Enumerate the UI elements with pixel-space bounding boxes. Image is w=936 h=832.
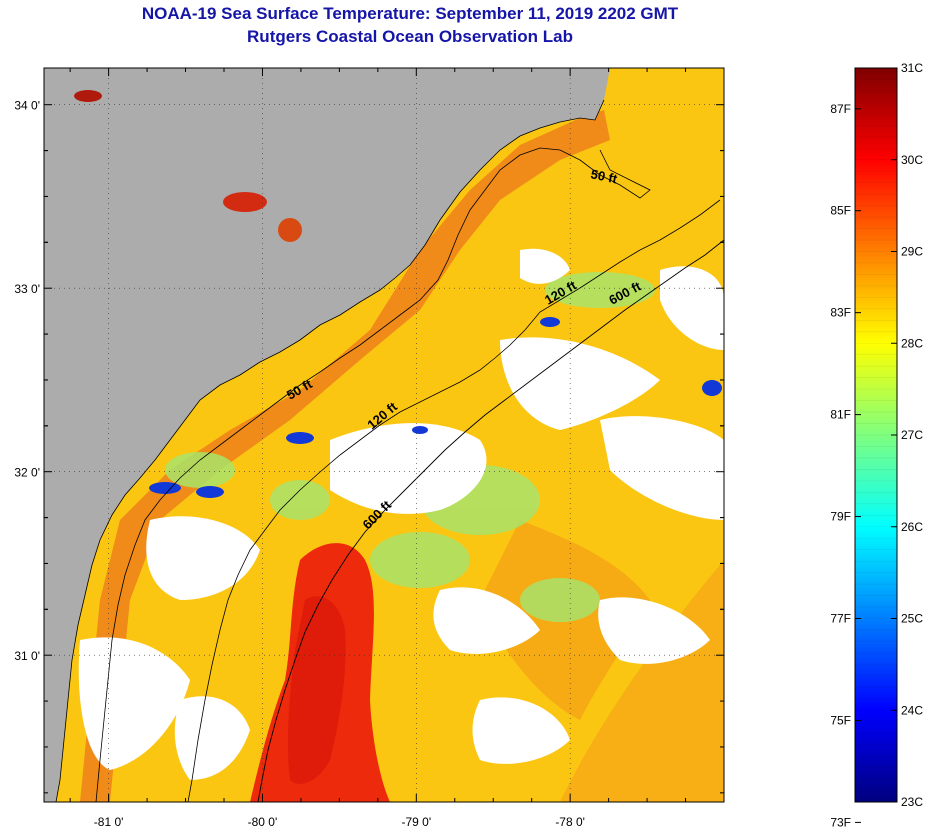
colorbar-celsius-label: 27C	[901, 428, 923, 442]
colorbar-fahrenheit-label: 75F	[830, 713, 851, 727]
isobath-600ft	[257, 239, 724, 802]
lon-tick-label: -80 0'	[248, 815, 278, 829]
map-subtitle: Rutgers Coastal Ocean Observation Lab	[247, 27, 573, 46]
isobath-120ft	[187, 199, 721, 802]
map-frame	[43, 67, 725, 803]
colorbar-fahrenheit-label: 83F	[830, 306, 851, 320]
lat-tick-label: 33 0'	[14, 282, 40, 296]
map-title: NOAA-19 Sea Surface Temperature: Septemb…	[141, 4, 679, 23]
cloud-mask	[78, 248, 724, 780]
isobath-label-50ft-northeast: 50 ft	[589, 166, 619, 186]
colorbar-celsius-label: 23C	[901, 795, 923, 809]
colorbar-fahrenheit-label: 87F	[830, 102, 851, 116]
lat-tick-label: 31 0'	[14, 649, 40, 663]
gulf-stream-hot-core-inner	[287, 596, 346, 784]
colorbar-celsius-label: 30C	[901, 153, 923, 167]
colorbar-celsius-label: 26C	[901, 520, 923, 534]
colorbar-fahrenheit-label: 81F	[830, 408, 851, 422]
inland-lakes	[74, 90, 302, 242]
coastal-cold-spots	[149, 317, 722, 498]
colorbar-fahrenheit-label: 77F	[830, 612, 851, 626]
colorbar-celsius-label: 28C	[901, 336, 923, 350]
colorbar-celsius-label: 31C	[901, 61, 923, 75]
colorbar-fahrenheit-label: 85F	[830, 204, 851, 218]
land-mass	[44, 68, 610, 802]
isobath-50ft	[95, 147, 651, 802]
map-plot-area	[44, 68, 724, 802]
colorbar-celsius-label: 25C	[901, 612, 923, 626]
lon-tick-label: -79 0'	[401, 815, 431, 829]
colorbar-fahrenheit-label: 79F	[830, 510, 851, 524]
colorbar-fahrenheit-label: 73F	[830, 815, 851, 829]
lon-tick-label: -81 0'	[94, 815, 124, 829]
colorbar-celsius-labels: 31C 30C 29C 28C 27C 26C 25C 24C 23C	[891, 61, 923, 809]
colorbar-celsius-label: 29C	[901, 245, 923, 259]
colorbar-fahrenheit-labels: 87F 85F 83F 81F 79F 77F 75F 73F	[830, 102, 861, 829]
lat-tick-label: 34 0'	[14, 99, 40, 113]
lon-tick-label: -78 0'	[555, 815, 585, 829]
graticule	[44, 68, 724, 802]
colorbar-bands	[855, 79, 897, 791]
colorbar-gradient	[854, 67, 898, 803]
temperature-colorbar: 31C 30C 29C 28C 27C 26C 25C 24C 23C 87F 85F 83F 81F…	[830, 61, 923, 829]
map-axes: -81 0' -80 0' -79 0' -78 0' 34 0' 33 0' 32 0' 3…	[14, 68, 724, 829]
colorbar-celsius-label: 24C	[901, 703, 923, 717]
coastline	[55, 99, 605, 802]
lat-tick-label: 32 0'	[14, 466, 40, 480]
